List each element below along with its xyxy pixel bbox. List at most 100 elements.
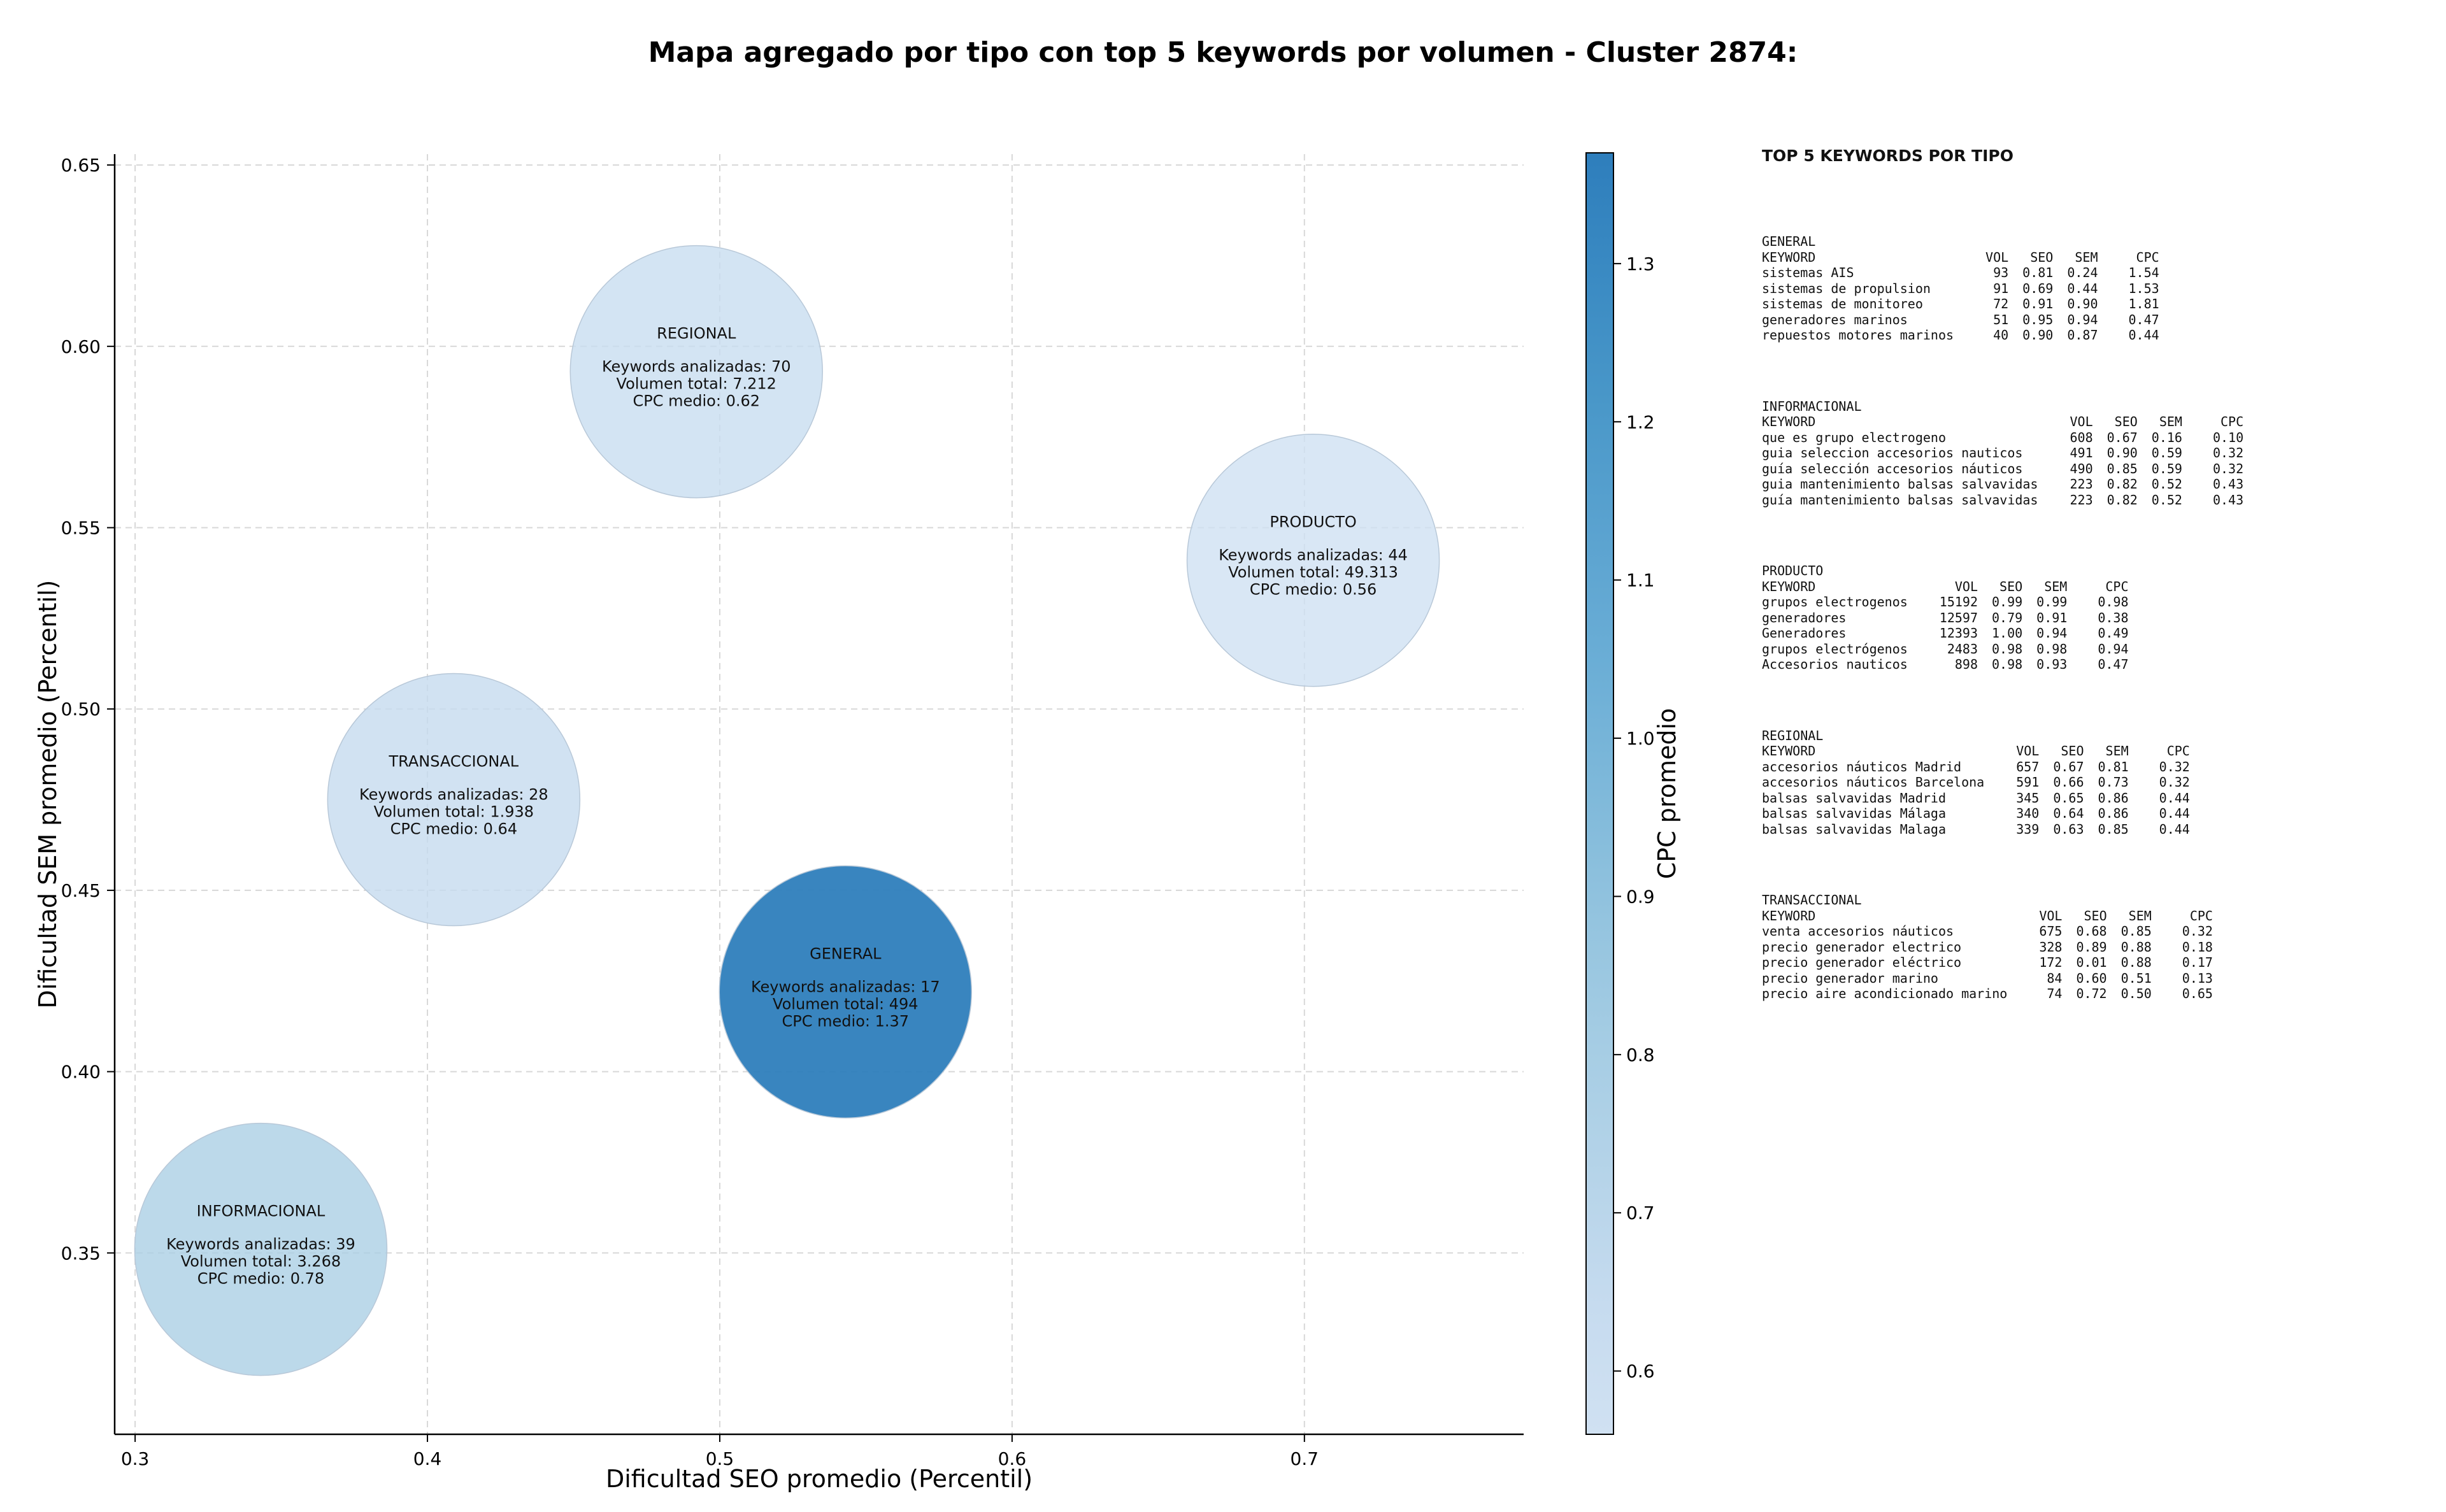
keyword-cell: precio aire acondicionado marino	[1762, 986, 2008, 1001]
keyword-cell: 0.32	[2182, 924, 2213, 939]
keyword-row: guia seleccion accesorios nauticos 491 0.9…	[1762, 445, 2243, 461]
keyword-group-producto: PRODUCTO KEYWORD VOL SEO SEM CPC grupos electr…	[1762, 563, 2424, 673]
keyword-row: sistemas AIS 93 0.81 0.24 1.54	[1762, 265, 2159, 281]
bubble-general	[719, 865, 973, 1119]
keyword-cell: 898	[1954, 657, 1978, 672]
keyword-row: sistemas de monitoreo 72 0.91 0.90 1.81	[1762, 296, 2159, 312]
keyword-cell: 0.81	[2098, 759, 2129, 774]
keyword-column-header: CPC	[2221, 414, 2244, 429]
keyword-cell: 0.67	[2053, 759, 2084, 774]
keyword-row: balsas salvavidas Malaga 339 0.63 0.85 0.44	[1762, 822, 2190, 838]
keyword-cell: 657	[2016, 759, 2040, 774]
keyword-cell: 0.47	[2098, 657, 2129, 672]
keyword-cell: sistemas de monitoreo	[1762, 296, 1923, 311]
keyword-cell: balsas salvavidas Malaga	[1762, 821, 1946, 837]
keyword-column-header: SEM	[2128, 908, 2152, 924]
colorbar-tick-label: 1.0	[1626, 728, 1655, 749]
keyword-cell: 0.43	[2212, 492, 2244, 508]
keyword-cell: Accesorios nauticos	[1762, 657, 1908, 672]
keyword-cell: 0.13	[2182, 970, 2213, 986]
keyword-cell: guía mantenimiento balsas salvavidas	[1762, 492, 2038, 508]
keyword-column-header: SEO	[2030, 249, 2054, 265]
keyword-table: KEYWORD VOL SEO SEM CPC grupos electrogenos 15…	[1762, 579, 2129, 673]
keyword-cell: 0.52	[2151, 492, 2182, 508]
keyword-cell: 12597	[1939, 610, 1978, 625]
keyword-column-header: CPC	[2189, 908, 2213, 924]
keyword-row: venta accesorios náuticos 675 0.68 0.85 0.32	[1762, 924, 2213, 939]
keyword-row: guía mantenimiento balsas salvavidas 223 0…	[1762, 492, 2243, 508]
bubble-cpc-label: CPC medio: 0.56	[1250, 581, 1377, 599]
bubble-cpc-label: CPC medio: 1.37	[782, 1012, 910, 1030]
keyword-row: guía selección accesorios náuticos 490 0.8…	[1762, 461, 2243, 477]
keyword-cell: 491	[2070, 445, 2093, 460]
x-tick-label: 0.5	[706, 1448, 734, 1469]
keyword-cell: 0.10	[2212, 429, 2244, 445]
keyword-table-header: KEYWORD VOL SEO SEM CPC	[1762, 743, 2190, 759]
keyword-row: balsas salvavidas Málaga 340 0.64 0.86 0.44	[1762, 806, 2190, 822]
keyword-table-header: KEYWORD VOL SEO SEM CPC	[1762, 908, 2213, 924]
keyword-cell: 0.98	[2098, 594, 2129, 610]
keyword-cell: 72	[1993, 296, 2009, 311]
keyword-cell: 1.81	[2128, 296, 2159, 311]
keyword-row: generadores 12597 0.79 0.91 0.38	[1762, 610, 2129, 626]
keyword-cell: 0.65	[2182, 986, 2213, 1001]
keyword-cell: balsas salvavidas Madrid	[1762, 790, 1946, 806]
keyword-row: precio generador electrico 328 0.89 0.88 0.1…	[1762, 939, 2213, 955]
keyword-column-header: SEM	[2044, 578, 2068, 594]
keyword-cell: Generadores	[1762, 625, 1847, 641]
colorbar-tick-label: 1.3	[1626, 253, 1655, 275]
keyword-cell: 0.88	[2121, 939, 2152, 955]
keyword-cell: 2483	[1947, 641, 1978, 657]
keyword-cell: que es grupo electrogeno	[1762, 429, 1946, 445]
keyword-cell: 0.69	[2022, 280, 2054, 296]
colorbar	[1585, 152, 1614, 1435]
keywords-panel-title: TOP 5 KEYWORDS POR TIPO	[1762, 146, 2013, 165]
keyword-cell: generadores marinos	[1762, 311, 1908, 327]
keyword-cell: 0.44	[2159, 806, 2190, 821]
keyword-cell: 0.24	[2067, 265, 2098, 280]
keyword-cell: 0.32	[2212, 460, 2244, 476]
keyword-cell: 0.94	[2067, 311, 2098, 327]
y-tick-label: 0.45	[61, 880, 101, 901]
keyword-cell: 0.73	[2098, 774, 2129, 790]
keyword-row: precio generador eléctrico 172 0.01 0.88 0.1…	[1762, 955, 2213, 971]
keyword-cell: 0.68	[2076, 924, 2107, 939]
keyword-cell: 0.85	[2106, 460, 2138, 476]
keyword-column-header: VOL	[2039, 908, 2063, 924]
keyword-cell: 0.85	[2098, 821, 2129, 837]
keyword-column-header: KEYWORD	[1762, 414, 1816, 429]
bubble-type-label: REGIONAL	[657, 325, 736, 343]
keyword-row: Generadores 12393 1.00 0.94 0.49	[1762, 625, 2129, 641]
keyword-cell: 0.81	[2022, 265, 2054, 280]
keyword-cell: 0.88	[2121, 955, 2152, 970]
keyword-cell: 0.59	[2151, 460, 2182, 476]
keyword-cell: 0.44	[2128, 327, 2159, 343]
keyword-row: balsas salvavidas Madrid 345 0.65 0.86 0.44	[1762, 790, 2190, 806]
keyword-cell: 675	[2039, 924, 2063, 939]
keyword-cell: 0.66	[2053, 774, 2084, 790]
keyword-cell: grupos electrógenos	[1762, 641, 1908, 657]
keyword-group-title: TRANSACCIONAL	[1762, 892, 1862, 908]
top-keywords-panel: TOP 5 KEYWORDS POR TIPO GENERAL KEYWORD VO…	[1762, 146, 2424, 1057]
keyword-cell: 345	[2016, 790, 2040, 806]
keyword-row: precio generador marino 84 0.60 0.51 0.13	[1762, 971, 2213, 987]
keyword-cell: 74	[2047, 986, 2063, 1001]
keyword-group-informacional: INFORMACIONAL KEYWORD VOL SEO SEM CPC que es g…	[1762, 399, 2424, 508]
keyword-cell: 0.32	[2159, 759, 2190, 774]
keyword-table-header: KEYWORD VOL SEO SEM CPC	[1762, 250, 2159, 266]
keyword-cell: 0.94	[2036, 625, 2068, 641]
keyword-column-header: KEYWORD	[1762, 578, 1816, 594]
keyword-column-header: SEO	[2084, 908, 2107, 924]
x-tick-label: 0.3	[121, 1448, 150, 1469]
keyword-cell: accesorios náuticos Madrid	[1762, 759, 1962, 774]
keyword-cell: 0.16	[2151, 429, 2182, 445]
bubble-cpc-label: CPC medio: 0.62	[633, 392, 761, 410]
keyword-cell: 0.90	[2022, 327, 2054, 343]
keyword-cell: 0.86	[2098, 790, 2129, 806]
bubble-keywords-label: Keywords analizadas: 28	[359, 786, 548, 804]
bubble-keywords-label: Keywords analizadas: 70	[602, 358, 791, 376]
keyword-row: grupos electrogenos 15192 0.99 0.99 0.98	[1762, 594, 2129, 610]
y-tick-label: 0.40	[61, 1062, 101, 1083]
bubble-transaccional	[327, 673, 581, 927]
keyword-cell: 0.91	[2036, 610, 2068, 625]
